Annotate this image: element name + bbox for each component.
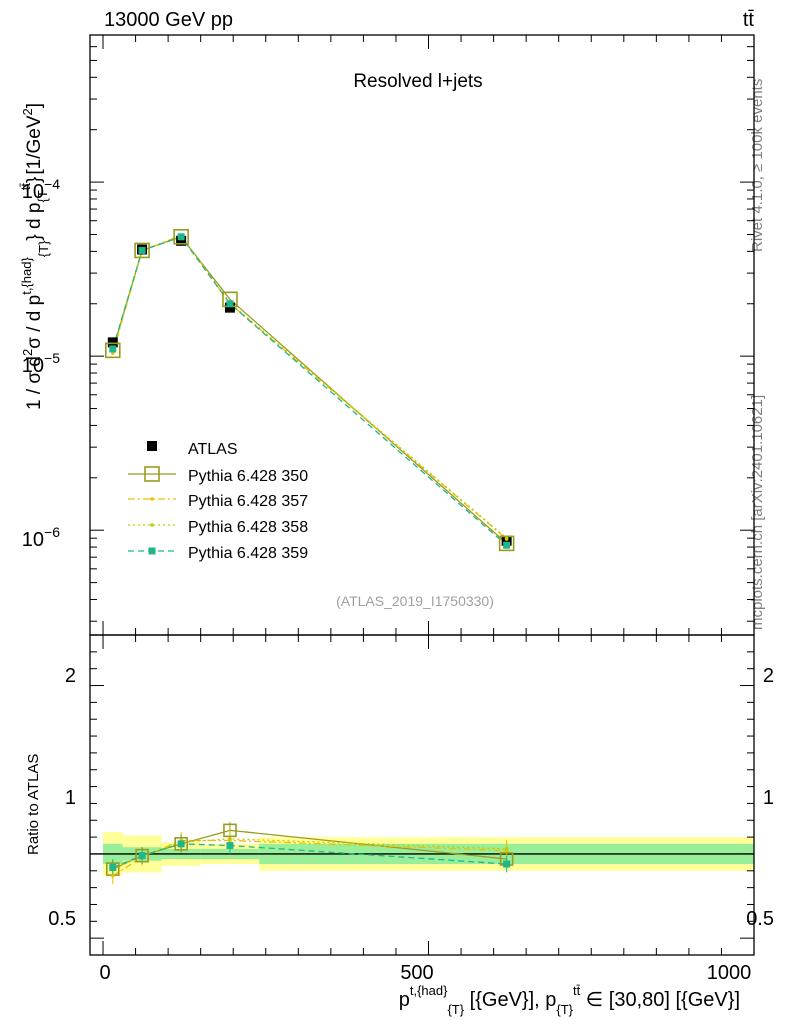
ratio-marker-358 [504,847,509,851]
legend-marker-data [147,441,157,451]
ratio-marker-359 [109,863,117,871]
series-marker-350 [104,342,121,359]
mcplots-label: mcplots.cern.ch [arXiv:2401.10621] [749,395,766,630]
legend-label-350: Pythia 6.428 350 [188,468,308,485]
ratio-marker-359 [503,860,511,868]
main-panel: Resolved l+jets (ATLAS_2019_I1750330) 10… [18,34,755,636]
series-line-359 [112,236,508,546]
x-tick-label-500: 500 [400,962,433,984]
data-point [224,302,235,313]
ratio-tick-label-0.5-right: 0.5 [746,908,774,930]
x-tick-label-1000: 1000 [707,962,752,984]
y-tick-labels-main: 10−4 10−5 10−6 [22,176,60,551]
ratio-tick-label-2: 2 [65,665,76,687]
legend-label-359: Pythia 6.428 359 [188,545,308,562]
y-tick-label-1e-5: 10−5 [22,350,60,377]
legend-marker-357 [150,497,154,501]
legend-marks [128,441,176,555]
legend-marker-359 [148,547,156,555]
ratio-tick-label-1-right: 1 [763,787,774,809]
x-tick-label-0: 0 [99,962,110,984]
legend-label-358: Pythia 6.428 358 [188,519,308,536]
ratio-tick-label-1: 1 [65,787,76,809]
y-axis-title-ratio: Ratio to ATLAS [25,754,42,855]
series-marker-359 [226,300,234,308]
series-marker-350 [134,242,150,259]
ratio-tick-label-2-right: 2 [763,665,774,687]
ratio-panel: 2 1 0.5 2 1 0.5 Ratio to ATLAS 0 500 100… [25,634,774,1017]
legend-label-357: Pythia 6.428 357 [188,493,308,510]
series-marker-359 [177,233,185,241]
ratio-frame [89,634,755,956]
ratio-marker-350 [174,837,188,851]
data-point [107,337,118,348]
series-line-350 [112,236,508,544]
y-axis-title-main: 1 / σ d2σ / d pt,{had}{T}} d p{Ttt̄}[1/G… [18,103,51,410]
ratio-marks [90,821,754,885]
ratio-marker-350 [223,823,237,838]
data-point [176,235,187,246]
main-ticks [90,34,755,635]
chart-title: Resolved l+jets [353,71,482,92]
ratio-marker-359 [138,852,146,860]
legend-label-data: ATLAS [188,441,238,458]
y-tick-label-1e-4: 10−4 [22,176,60,203]
legend: ATLAS Pythia 6.428 350 Pythia 6.428 357 … [128,441,308,562]
legend-marker-358 [150,523,154,527]
rivet-version-label: Rivet 4.1.0, ≥ 100k events [749,79,766,252]
series-marker-359 [138,246,146,254]
ratio-marker-358 [228,836,232,841]
ratio-tick-label-0.5: 0.5 [48,908,76,930]
ratio-ticks [90,635,755,955]
main-marks [104,228,515,552]
ratio-marker-359 [177,840,185,848]
y-tick-label-1e-6: 10−6 [22,524,60,551]
legend-marker-350 [144,466,160,482]
ratio-marker-359 [226,842,234,850]
series-marker-358 [504,536,509,540]
series-marker-359 [109,345,117,353]
header-final-state: tt̄ [743,9,755,31]
ratio-marker-357 [110,874,115,878]
series-marker-359 [503,541,511,549]
x-axis-title: pt,{had}{T} [{GeV}], p{T}tt̄ ∈ [30,80] [… [399,983,740,1017]
series-marker-350 [173,228,189,245]
analysis-reference: (ATLAS_2019_I1750330) [336,593,494,609]
header-process: 13000 GeV pp [104,9,233,31]
ratio-marker-350 [135,848,149,863]
